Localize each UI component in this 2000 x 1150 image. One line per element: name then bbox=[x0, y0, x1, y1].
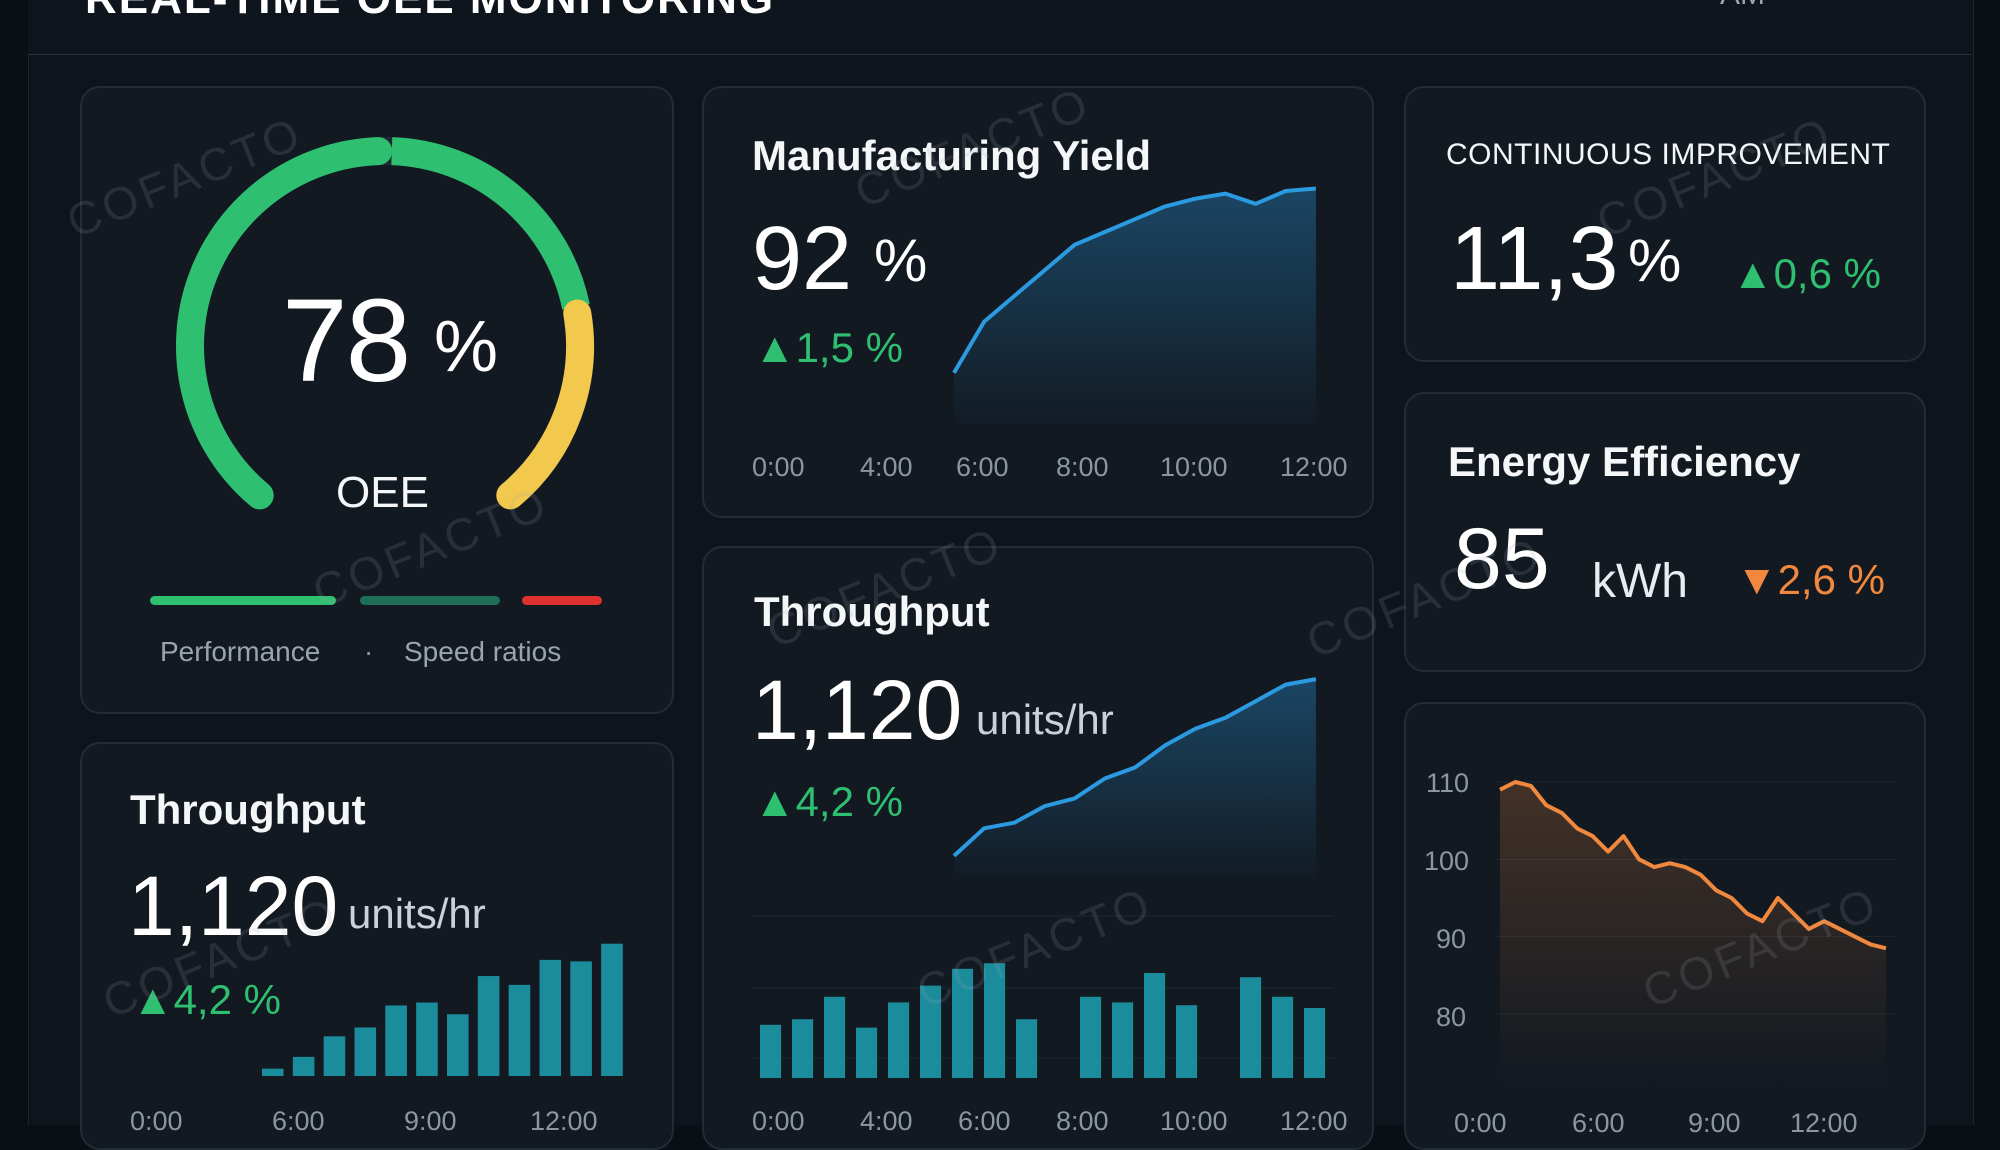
throughput-left-tick: 6:00 bbox=[272, 1106, 325, 1137]
ci-unit: % bbox=[1628, 226, 1681, 295]
trend-up-icon: ▲ bbox=[1732, 250, 1774, 297]
ci-card[interactable]: CONTINUOUS IMPROVEMENT 11,3 % ▲0,6 % bbox=[1404, 86, 1926, 362]
throughput-mid-tick: 6:00 bbox=[958, 1106, 1011, 1137]
throughput-bar bbox=[509, 985, 531, 1076]
oee-card[interactable]: 78 % OEE Performance · Speed ratios bbox=[80, 86, 674, 714]
throughput-bar bbox=[416, 1003, 438, 1077]
energy-x-tick: 0:00 bbox=[1454, 1108, 1507, 1139]
yield-series-area bbox=[954, 189, 1316, 425]
throughput-bar bbox=[601, 944, 623, 1076]
throughput-bar bbox=[324, 1036, 346, 1076]
gauge-segment-green-right bbox=[392, 151, 576, 307]
legend-bar-speed bbox=[360, 596, 500, 605]
energy-unit: kWh bbox=[1592, 554, 1688, 609]
energy-y-tick: 100 bbox=[1424, 846, 1469, 877]
throughput-mid-card[interactable]: Throughput 1,120 units/hr ▲4,2 % 0:00 4:… bbox=[702, 546, 1374, 1150]
throughput-left-tick: 12:00 bbox=[530, 1106, 598, 1137]
throughput-bar bbox=[824, 997, 845, 1078]
throughput-bar bbox=[262, 1069, 284, 1076]
oee-value: 78 bbox=[282, 273, 409, 409]
throughput-bar bbox=[447, 1014, 469, 1076]
throughput-bar bbox=[760, 1025, 781, 1078]
ci-delta: ▲0,6 % bbox=[1732, 250, 1881, 298]
throughput-left-tick: 9:00 bbox=[404, 1106, 457, 1137]
oee-unit: % bbox=[434, 306, 498, 388]
throughput-bar bbox=[1112, 1002, 1133, 1078]
throughput-mid-tick: 0:00 bbox=[752, 1106, 805, 1137]
trend-down-icon: ▼ bbox=[1736, 556, 1778, 603]
energy-delta: ▼2,6 % bbox=[1736, 556, 1885, 604]
yield-tick: 0:00 bbox=[752, 452, 805, 483]
energy-y-tick: 90 bbox=[1436, 924, 1466, 955]
throughput-bar bbox=[570, 961, 592, 1076]
throughput-mid-chart bbox=[704, 548, 1372, 1148]
throughput-bar bbox=[540, 960, 562, 1076]
throughput-left-chart bbox=[82, 744, 672, 1148]
throughput-bar bbox=[1144, 973, 1165, 1078]
energy-y-tick: 110 bbox=[1426, 768, 1469, 799]
throughput-bar bbox=[385, 1005, 407, 1076]
throughput-mid-tick: 8:00 bbox=[1056, 1106, 1109, 1137]
throughput-series-area bbox=[954, 679, 1316, 878]
energy-trend-chart bbox=[1406, 704, 1924, 1148]
legend-bar-loss bbox=[522, 596, 602, 605]
throughput-bar bbox=[355, 1027, 377, 1076]
energy-title: Energy Efficiency bbox=[1448, 438, 1800, 486]
throughput-bar bbox=[293, 1057, 315, 1076]
yield-tick: 6:00 bbox=[956, 452, 1009, 483]
energy-x-tick: 12:00 bbox=[1790, 1108, 1858, 1139]
throughput-mid-tick: 12:00 bbox=[1280, 1106, 1348, 1137]
throughput-bar bbox=[1080, 997, 1101, 1078]
energy-y-tick: 80 bbox=[1436, 1002, 1466, 1033]
yield-tick: 12:00 bbox=[1280, 452, 1348, 483]
throughput-bar bbox=[478, 976, 500, 1076]
ci-value: 11,3 bbox=[1450, 208, 1619, 311]
throughput-bar bbox=[1240, 977, 1261, 1078]
yield-tick: 8:00 bbox=[1056, 452, 1109, 483]
energy-series-area bbox=[1500, 782, 1886, 1084]
throughput-bar bbox=[856, 1028, 877, 1078]
yield-tick: 10:00 bbox=[1160, 452, 1228, 483]
throughput-bar bbox=[1304, 1008, 1325, 1078]
ci-delta-text: 0,6 % bbox=[1774, 250, 1881, 297]
throughput-bar bbox=[1272, 997, 1293, 1078]
energy-x-tick: 9:00 bbox=[1688, 1108, 1741, 1139]
throughput-bar bbox=[888, 1002, 909, 1078]
throughput-bar bbox=[792, 1019, 813, 1078]
throughput-bar bbox=[920, 986, 941, 1078]
legend-label-speed: Speed ratios bbox=[404, 636, 561, 668]
gauge-segment-yellow bbox=[510, 314, 580, 496]
oee-label: OEE bbox=[336, 468, 429, 518]
throughput-bar bbox=[952, 969, 973, 1078]
legend-bar-performance bbox=[150, 596, 336, 605]
throughput-bar bbox=[1176, 1005, 1197, 1078]
ci-title: CONTINUOUS IMPROVEMENT bbox=[1446, 138, 1890, 172]
energy-card[interactable]: Energy Efficiency 85 kWh ▼2,6 % bbox=[1404, 392, 1926, 672]
throughput-left-card[interactable]: Throughput 1,120 units/hr ▲4,2 % 0:00 6:… bbox=[80, 742, 674, 1150]
throughput-bar bbox=[984, 963, 1005, 1078]
energy-trend-card[interactable]: 110 100 90 80 0:00 6:00 9:00 12:00 bbox=[1404, 702, 1926, 1150]
yield-card[interactable]: Manufacturing Yield 92 % ▲1,5 % 0:00 4:0… bbox=[702, 86, 1374, 518]
throughput-left-tick: 0:00 bbox=[130, 1106, 183, 1137]
yield-tick: 4:00 bbox=[860, 452, 913, 483]
energy-x-tick: 6:00 bbox=[1572, 1108, 1625, 1139]
throughput-mid-tick: 10:00 bbox=[1160, 1106, 1228, 1137]
energy-delta-text: 2,6 % bbox=[1778, 556, 1885, 603]
header-time: AM bbox=[1720, 0, 1765, 12]
energy-value: 85 bbox=[1454, 510, 1550, 609]
throughput-mid-tick: 4:00 bbox=[860, 1106, 913, 1137]
page-title: REAL-TIME OEE MONITORING bbox=[85, 0, 775, 24]
throughput-bar bbox=[1016, 1019, 1037, 1078]
legend-separator: · bbox=[364, 636, 373, 668]
legend-label-performance: Performance bbox=[160, 636, 320, 668]
